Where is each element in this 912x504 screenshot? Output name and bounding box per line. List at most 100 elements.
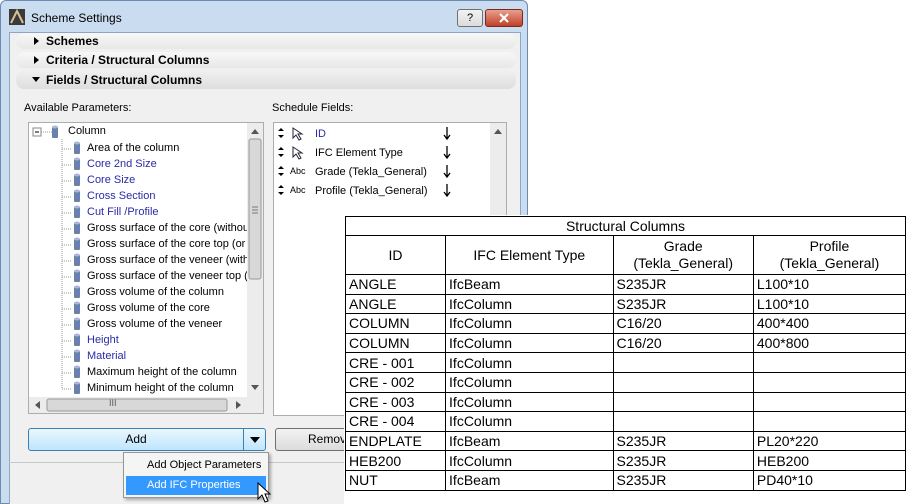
data-row: COLUMN IfcColumn C16/20 400*400	[344, 313, 907, 334]
header-line: Grade	[663, 238, 703, 254]
field-name[interactable]: Grade (Tekla_General)	[315, 166, 427, 178]
title-row: Structural Columns	[345, 216, 906, 236]
table-cell	[752, 391, 907, 413]
tree-branch	[62, 285, 80, 298]
parameter-item[interactable]: Height	[87, 334, 119, 346]
add-button[interactable]: Add	[28, 428, 266, 451]
pointer-icon	[292, 127, 304, 141]
parameter-item[interactable]: Cut Fill /Profile	[87, 206, 159, 218]
table-cell: CRE - 002	[344, 371, 447, 393]
table-cell: PD40*10	[752, 469, 907, 491]
header-line: IFC Element Type	[473, 246, 586, 263]
column-header: Grade (Tekla_General)	[612, 235, 754, 275]
pointer-icon	[292, 146, 304, 160]
table-cell: PL20*220	[752, 430, 907, 452]
table-cell	[612, 391, 754, 413]
tree-branch	[62, 221, 80, 234]
field-name[interactable]: ID	[315, 128, 326, 140]
parameter-item[interactable]: Gross volume of the core	[87, 302, 210, 314]
tree-branch	[62, 365, 80, 378]
table-title: Structural Columns	[345, 216, 906, 236]
field-name[interactable]: IFC Element Type	[315, 147, 403, 159]
data-row: CRE - 003 IfcColumn	[344, 391, 907, 413]
table-cell: S235JR	[612, 293, 754, 315]
tree-branch	[62, 333, 80, 346]
data-row: COLUMN IfcColumn C16/20 400*800	[344, 332, 907, 354]
header-row: ID IFC Element Type Grade (Tekla_General) Pr…	[344, 235, 907, 275]
table-cell: S235JR	[612, 430, 754, 452]
table-cell: IfcColumn	[445, 352, 614, 373]
parameter-list: Column Area of the column Core 2nd Size Cor…	[28, 122, 264, 414]
tree-branch	[62, 205, 80, 218]
data-row: CRE - 002 IfcColumn	[344, 371, 907, 393]
field-name[interactable]: Profile (Tekla_General)	[315, 185, 428, 197]
parameter-item[interactable]: Gross volume of the veneer	[87, 318, 223, 330]
menu-item[interactable]: Add Object Parameters	[147, 459, 262, 471]
table-cell: COLUMN	[344, 332, 447, 354]
table-cell: IfcColumn	[445, 391, 614, 413]
section-label: Schemes	[46, 34, 99, 48]
section-label: Criteria / Structural Columns	[46, 53, 210, 67]
header-line: Profile	[809, 238, 850, 254]
data-row: ENDPLATE IfcBeam S235JR PL20*220	[344, 430, 907, 452]
parameter-item[interactable]: Gross surface of the veneer top (or	[87, 270, 247, 282]
sort-arrow	[443, 127, 451, 141]
tree-branch	[62, 189, 80, 202]
app-icon	[9, 9, 25, 25]
parameter-item[interactable]: Core 2nd Size	[87, 158, 157, 170]
reorder-handle	[278, 166, 284, 176]
data-row: ANGLE IfcColumn S235JR L100*10	[344, 293, 907, 315]
column-header: IFC Element Type	[445, 235, 614, 275]
table-cell: C16/20	[612, 332, 754, 354]
table-cell: IfcColumn	[445, 293, 614, 315]
collapsed-arrow	[34, 37, 39, 45]
mouse-cursor	[257, 482, 271, 503]
parameter-item[interactable]: Gross volume of the column	[87, 286, 224, 298]
column-header: ID	[344, 235, 447, 275]
table-cell: CRE - 003	[344, 391, 447, 413]
section-header[interactable]: Criteria / Structural Columns	[16, 52, 516, 68]
section-header[interactable]: Schemes	[16, 33, 516, 49]
header-line: (Tekla_General)	[779, 255, 880, 271]
menu-item[interactable]: Add IFC Properties	[126, 476, 266, 495]
dropdown-menu: Add Object Parameters Add IFC Properties	[123, 452, 269, 498]
section-label: Fields / Structural Columns	[46, 73, 203, 87]
data-row: HEB200 IfcColumn S235JR HEB200	[344, 450, 907, 471]
parameter-item[interactable]: Gross surface of the core (without t	[87, 222, 247, 234]
parameter-item[interactable]: Minimum height of the column	[87, 382, 234, 394]
tree-branch	[62, 173, 80, 186]
tree-branch	[62, 301, 80, 314]
table-cell: S235JR	[612, 274, 754, 295]
parameter-item[interactable]: Maximum height of the column	[87, 366, 237, 378]
table-cell: HEB200	[344, 450, 447, 471]
table-cell: IfcBeam	[445, 274, 614, 295]
help-button[interactable]: ?	[457, 9, 483, 27]
schedule-label: Schedule Fields:	[272, 102, 354, 114]
tree-branch	[62, 237, 80, 250]
table-cell: L100*10	[752, 274, 907, 295]
table-cell: IfcColumn	[445, 371, 614, 393]
table-cell: S235JR	[612, 469, 754, 491]
reorder-handle	[278, 128, 284, 138]
column-header: Profile (Tekla_General)	[752, 235, 907, 275]
window-title: Scheme Settings	[31, 11, 122, 25]
table-cell	[612, 352, 754, 373]
collapsed-arrow	[34, 56, 39, 64]
parameter-item[interactable]: Area of the column	[87, 142, 180, 154]
header-line: ID	[388, 246, 403, 263]
parameter-item[interactable]: Core Size	[87, 174, 136, 186]
table-cell: S235JR	[612, 450, 754, 471]
close-button[interactable]	[485, 9, 523, 27]
parameter-item[interactable]: Cross Section	[87, 190, 156, 202]
expanded-arrow	[32, 77, 40, 82]
sort-arrow	[443, 184, 451, 198]
parameter-item[interactable]: Material	[87, 350, 127, 362]
table-cell: IfcColumn	[445, 313, 614, 334]
table-cell: L100*10	[752, 293, 907, 315]
tree-branch	[62, 269, 80, 282]
parameter-item[interactable]: Gross surface of the core top (or bo	[87, 238, 247, 250]
parameter-item[interactable]: Gross surface of the veneer (withou	[87, 254, 247, 266]
section-header[interactable]: Fields / Structural Columns	[16, 71, 516, 89]
